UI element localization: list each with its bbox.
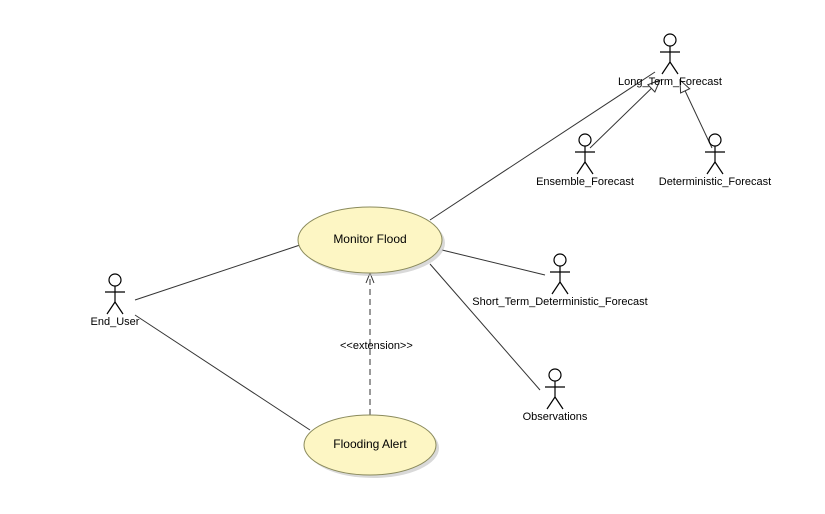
actor-long_term [660, 34, 680, 74]
association-edge [135, 245, 300, 300]
association-edge [135, 315, 310, 430]
actor-observations [545, 369, 565, 409]
actor-ensemble [575, 134, 595, 174]
actor-end_user [105, 274, 125, 314]
association-edge [430, 264, 540, 390]
edge-label-extension: <<extension>> [340, 340, 413, 352]
usecase-monitor_flood [298, 207, 442, 273]
actor-label-observations: Observations [455, 411, 655, 423]
association-edge [430, 72, 655, 220]
actor-label-long_term: Long_Term_Forecast [570, 76, 770, 88]
usecase-flooding_alert [304, 415, 436, 475]
actor-short_term [550, 254, 570, 294]
actor-label-short_term: Short_Term_Deterministic_Forecast [460, 296, 660, 308]
generalization-edge [590, 80, 660, 148]
association-edge [442, 250, 545, 275]
generalization-edge [680, 80, 712, 148]
actor-label-deterministic: Deterministic_Forecast [615, 176, 815, 188]
actor-label-end_user: End_User [15, 316, 215, 328]
